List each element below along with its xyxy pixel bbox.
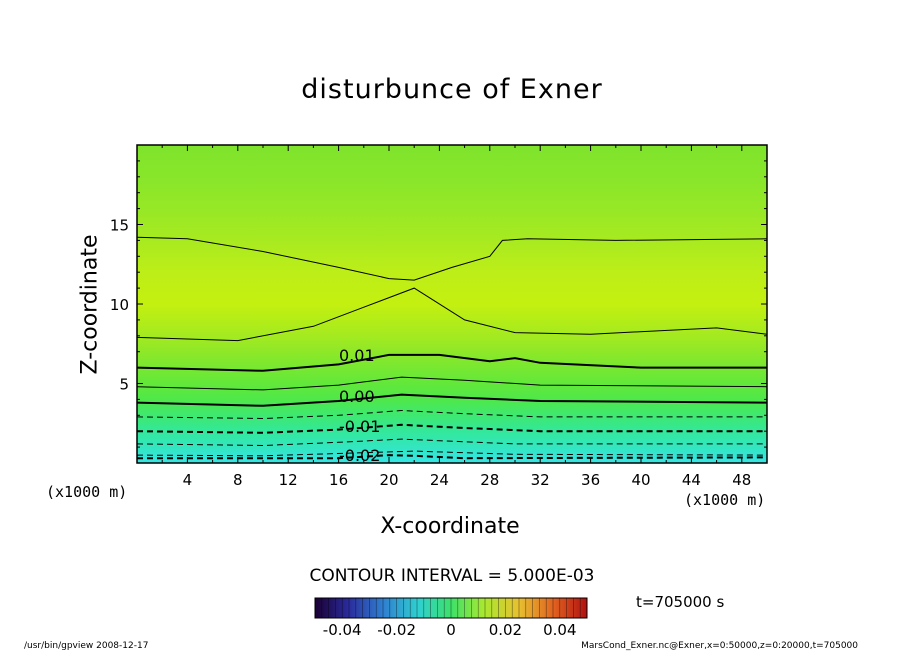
x-tick-label: 8 <box>233 471 243 489</box>
x-tick-label: 12 <box>279 471 298 489</box>
colorbar-tick-label: 0.02 <box>489 621 522 639</box>
x-unit-left: (x1000 m) <box>46 483 128 501</box>
time-label: t=705000 s <box>636 593 725 611</box>
colorbar-tick-label: 0 <box>446 621 456 639</box>
contour-line <box>136 353 767 372</box>
x-tick-label: 28 <box>480 471 499 489</box>
contour-line <box>136 438 767 447</box>
contour-line <box>136 423 767 434</box>
contour-labels: 0.01 0.00 -0.01 -0.02 <box>339 346 380 465</box>
plot-area <box>137 145 767 463</box>
x-tick-label: 32 <box>531 471 550 489</box>
footer-left: /usr/bin/gpview 2008-12-17 <box>24 641 149 651</box>
y-tick-label: 15 <box>110 217 129 235</box>
x-axis: 4 8 12 16 20 24 28 32 36 40 44 48 <box>161 145 751 489</box>
x-tick-label: 20 <box>379 471 398 489</box>
y-tick-label: 10 <box>110 296 129 314</box>
x-tick-label: 24 <box>430 471 449 489</box>
contour-line <box>136 236 768 281</box>
contour-line <box>137 454 768 460</box>
colorbar-tick-label: 0.04 <box>543 621 576 639</box>
colorbar-ticks: -0.04 -0.02 0 0.02 0.04 <box>323 621 577 639</box>
y-axis: 5 10 15 <box>110 160 767 448</box>
y-tick-label: 5 <box>119 376 129 394</box>
contour-line <box>136 409 767 420</box>
x-tick-label: 40 <box>631 471 650 489</box>
x-tick-label: 44 <box>682 471 701 489</box>
contour-interval: CONTOUR INTERVAL = 5.000E-03 <box>309 566 595 586</box>
footer-right: MarsCond_Exner.nc@Exner,x=0:50000,z=0:20… <box>581 641 858 651</box>
chart-title: disturbunce of Exner <box>301 74 603 105</box>
contour-label: -0.01 <box>339 417 380 436</box>
x-unit-right: (x1000 m) <box>684 491 766 509</box>
colorbar-tick-label: -0.04 <box>323 621 362 639</box>
x-tick-label: 4 <box>183 471 193 489</box>
contour-line <box>136 287 768 342</box>
contour-line <box>136 393 768 407</box>
contour-lines <box>136 236 768 460</box>
contour-line <box>136 450 768 457</box>
x-tick-label: 16 <box>329 471 348 489</box>
colorbar-stripes <box>321 598 581 618</box>
contour-label: 0.00 <box>339 387 375 406</box>
x-tick-label: 36 <box>581 471 600 489</box>
contour-label: -0.02 <box>339 446 380 465</box>
x-tick-label: 48 <box>732 471 751 489</box>
contour-label: 0.01 <box>339 346 375 365</box>
x-axis-label: X-coordinate <box>380 514 520 539</box>
colorbar-tick-label: -0.02 <box>377 621 416 639</box>
y-axis-label: Z-coordinate <box>77 234 103 375</box>
contour-line <box>136 376 768 391</box>
